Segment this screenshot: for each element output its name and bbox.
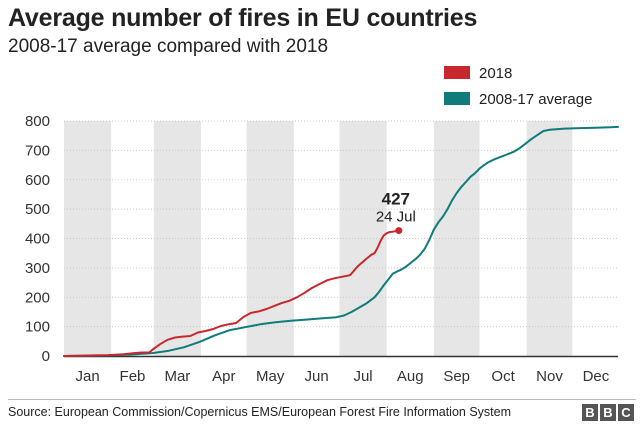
legend-swatch-2018 [444, 66, 470, 79]
x-tick-label: Jan [75, 368, 99, 385]
x-axis-ticks: Jan Feb Mar Apr May Jun Jul Aug Sep Oct Nov Dec [75, 368, 609, 385]
chart-title: Average number of fires in EU countries [8, 4, 478, 32]
month-band-sep [433, 121, 480, 356]
series-line-average [63, 125, 619, 357]
y-tick-label: 0 [42, 348, 50, 365]
annotation-date: 24 Jul [376, 209, 416, 226]
month-band-may [246, 121, 294, 356]
bbc-logo-letter: B [582, 404, 598, 421]
x-tick-label: Dec [583, 368, 610, 385]
y-tick-label: 700 [25, 142, 50, 159]
x-tick-label: Oct [491, 368, 515, 385]
y-tick-label: 500 [25, 201, 50, 218]
legend-label-2018: 2018 [479, 65, 512, 82]
annotation-value: 427 [382, 190, 410, 209]
bbc-logo-letter: C [618, 404, 634, 421]
y-tick-label: 800 [25, 113, 50, 130]
month-band-jan [64, 121, 112, 356]
x-tick-label: Jun [305, 368, 329, 385]
annotation-point [395, 227, 403, 235]
source-note: Source: European Commission/Copernicus E… [8, 405, 511, 419]
x-tick-label: Aug [397, 368, 424, 385]
x-tick-label: Mar [164, 368, 190, 385]
bbc-logo: B B C [582, 404, 634, 421]
fires-line-chart: 0 100 200 300 400 500 600 700 800 Jan Feb Mar Apr Ma… [25, 65, 619, 385]
legend: 2018 2008-17 average [444, 65, 592, 108]
y-axis-ticks: 0 100 200 300 400 500 600 700 800 [25, 113, 50, 365]
x-tick-label: Apr [212, 368, 235, 385]
series-line-2018 [63, 229, 400, 357]
legend-swatch-average [444, 92, 470, 105]
month-band-jul [339, 121, 387, 356]
series-lines [63, 125, 619, 357]
y-tick-label: 300 [25, 260, 50, 277]
x-tick-label: Sep [443, 368, 470, 385]
footer-divider [8, 399, 636, 400]
month-band-nov [526, 121, 573, 356]
gridlines [64, 120, 618, 328]
bbc-logo-letter: B [600, 404, 616, 421]
annotation: 427 24 Jul [376, 190, 416, 226]
y-tick-label: 400 [25, 231, 50, 248]
x-tick-label: Feb [120, 368, 146, 385]
legend-label-average: 2008-17 average [479, 91, 592, 108]
x-tick-label: Jul [353, 368, 372, 385]
y-tick-label: 600 [25, 172, 50, 189]
chart-subtitle: 2008-17 average compared with 2018 [8, 36, 329, 57]
y-tick-label: 100 [25, 319, 50, 336]
x-tick-label: May [256, 368, 285, 385]
y-tick-label: 200 [25, 289, 50, 306]
x-tick-label: Nov [536, 368, 563, 385]
